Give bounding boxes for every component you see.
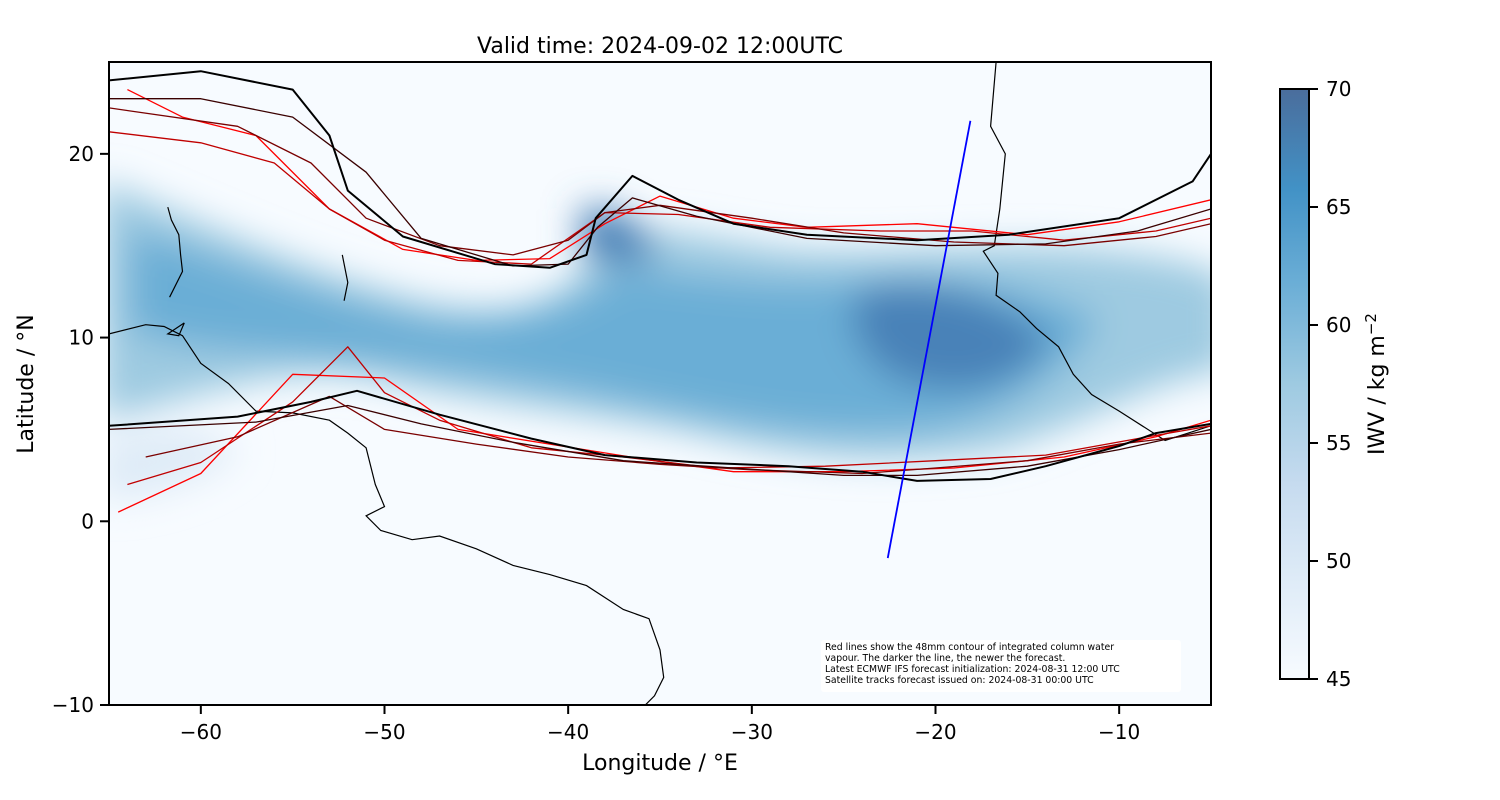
- coastline: [166, 322, 185, 337]
- annotation-line: Satellite tracks forecast issued on: 202…: [825, 675, 1094, 686]
- colorbar: 70 65 60 55 50 45 IWV / kg m−2: [1279, 77, 1390, 691]
- annotation-line: Red lines show the 48mm contour of integ…: [825, 642, 1115, 653]
- x-tick-label: −60: [180, 720, 222, 744]
- x-tick-label: −50: [363, 720, 405, 744]
- iwv-contour-line: [145, 395, 1211, 475]
- coastline: [167, 206, 184, 298]
- colorbar-tick-label: 70: [1326, 77, 1351, 101]
- annotation-line: vapour. The darker the line, the newer t…: [825, 653, 1066, 664]
- satellite-track: [886, 120, 972, 559]
- colorbar-tick-label: 45: [1326, 667, 1351, 691]
- colorbar-tick-label: 65: [1326, 195, 1351, 219]
- plot-title: Valid time: 2024-09-02 12:00UTC: [477, 34, 843, 59]
- iwv-contour-line: [109, 98, 1211, 267]
- colorbar-tick-label: 60: [1326, 313, 1351, 337]
- iwv-contour-line: [127, 89, 1211, 262]
- colorbar-label: IWV / kg m−2: [1362, 313, 1390, 455]
- y-tick-label: 20: [69, 142, 94, 166]
- x-tick-label: −30: [731, 720, 773, 744]
- x-tick-label: −40: [547, 720, 589, 744]
- y-axis-ticks: 20 10 0 −10: [52, 142, 109, 717]
- x-tick-label: −10: [1098, 720, 1140, 744]
- map-panel: [108, 61, 1212, 706]
- colorbar-ticks: 70 65 60 55 50 45: [1309, 77, 1351, 691]
- colorbar-tick-label: 55: [1326, 431, 1351, 455]
- y-tick-label: 0: [81, 509, 94, 533]
- annotation-box: Red lines show the 48mm contour of integ…: [821, 640, 1181, 692]
- y-axis-label: Latitude / °N: [14, 314, 39, 453]
- coastline: [109, 324, 665, 705]
- map-frame: [108, 61, 1212, 706]
- coastline: [982, 62, 1211, 442]
- x-axis-ticks: −60 −50 −40 −30 −20 −10: [180, 705, 1140, 744]
- coastline: [341, 254, 349, 301]
- x-axis-label: Longitude / °E: [582, 751, 738, 776]
- iwv-contour-line: [109, 404, 1211, 477]
- iwv-contour-line: [109, 70, 1211, 269]
- colorbar-tick-label: 50: [1326, 549, 1351, 573]
- annotation-line: Latest ECMWF IFS forecast initialization…: [825, 664, 1120, 675]
- satellite-track-layer: [886, 120, 972, 559]
- colorbar-label-text: IWV / kg m: [1365, 335, 1390, 455]
- iwv-contour-line: [109, 389, 1211, 482]
- coastline-layer: [109, 62, 1211, 705]
- contour-layer: [109, 70, 1211, 513]
- colorbar-gradient: [1279, 88, 1310, 680]
- iwv-field: [109, 183, 1211, 500]
- colorbar-label-exponent: −2: [1362, 313, 1380, 335]
- x-tick-label: −20: [914, 720, 956, 744]
- y-tick-label: 10: [69, 326, 94, 350]
- y-tick-label: −10: [52, 693, 94, 717]
